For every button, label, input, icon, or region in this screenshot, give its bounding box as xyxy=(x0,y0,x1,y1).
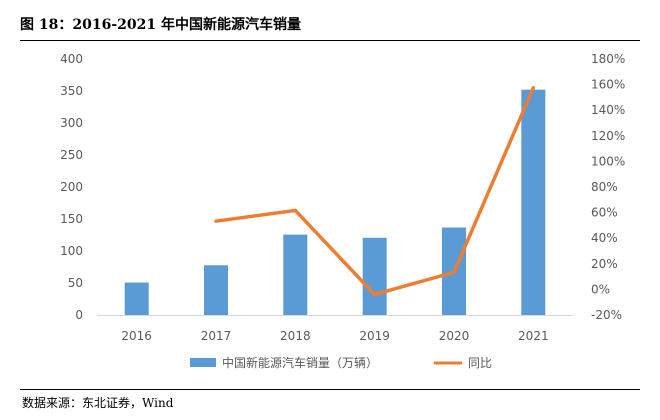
y-right-tick-label: 100% xyxy=(591,154,625,168)
bar-layer xyxy=(124,89,546,315)
yoy-point xyxy=(214,219,218,223)
y-left-tick-label: 250 xyxy=(60,148,83,162)
combo-chart: 0 50 100 150 200 250 300 350 400 -20% 0% 20% 40% 60% 8… xyxy=(60,52,625,370)
y-right-tick-label: 120% xyxy=(591,129,625,143)
y-left-tick-label: 200 xyxy=(60,180,83,194)
y-left-tick-label: 350 xyxy=(60,84,83,98)
bar xyxy=(362,237,387,315)
x-tick-label: 2018 xyxy=(280,329,311,343)
footer-rule xyxy=(20,389,640,390)
x-tick-label: 2019 xyxy=(359,329,390,343)
y-left-tick-label: 150 xyxy=(60,212,83,226)
tick-layer: 0 50 100 150 200 250 300 350 400 -20% 0% 20% 40% 60% 8… xyxy=(60,52,625,343)
legend-swatch-bar xyxy=(190,358,216,367)
y-left-tick-label: 400 xyxy=(60,52,83,66)
x-tick-label: 2020 xyxy=(439,329,470,343)
y-right-tick-label: 0% xyxy=(591,282,610,296)
bar xyxy=(204,265,228,315)
x-tick-label: 2021 xyxy=(518,329,549,343)
figure-title: 图 18：2016-2021 年中国新能源汽车销量 xyxy=(20,17,301,33)
x-tick-label: 2016 xyxy=(121,329,152,343)
y-right-tick-label: 180% xyxy=(591,52,625,66)
yoy-point xyxy=(293,208,297,212)
y-right-tick-label: 140% xyxy=(591,103,625,117)
legend-label-bar: 中国新能源汽车销量（万辆） xyxy=(222,355,378,370)
bar xyxy=(283,234,308,315)
y-right-tick-label: -20% xyxy=(591,308,622,322)
y-right-tick-label: 40% xyxy=(591,231,618,245)
y-left-tick-label: 50 xyxy=(68,276,83,290)
yoy-point xyxy=(452,270,456,274)
y-left-tick-label: 0 xyxy=(75,308,83,322)
y-right-tick-label: 80% xyxy=(591,180,618,194)
source-note: 数据来源：东北证券，Wind xyxy=(22,396,174,410)
y-left-tick-label: 300 xyxy=(60,116,83,130)
line-layer xyxy=(214,86,536,297)
y-right-tick-label: 160% xyxy=(591,78,625,92)
yoy-point xyxy=(531,86,535,90)
legend: 中国新能源汽车销量（万辆） 同比 xyxy=(190,355,492,370)
y-left-tick-label: 100 xyxy=(60,244,83,258)
y-right-tick-label: 20% xyxy=(591,257,618,271)
y-right-tick-label: 60% xyxy=(591,206,618,220)
yoy-point xyxy=(373,293,377,297)
bar xyxy=(521,89,546,315)
legend-label-line: 同比 xyxy=(468,356,492,370)
x-tick-label: 2017 xyxy=(201,329,232,343)
bar xyxy=(124,282,149,315)
title-underline xyxy=(20,40,640,41)
